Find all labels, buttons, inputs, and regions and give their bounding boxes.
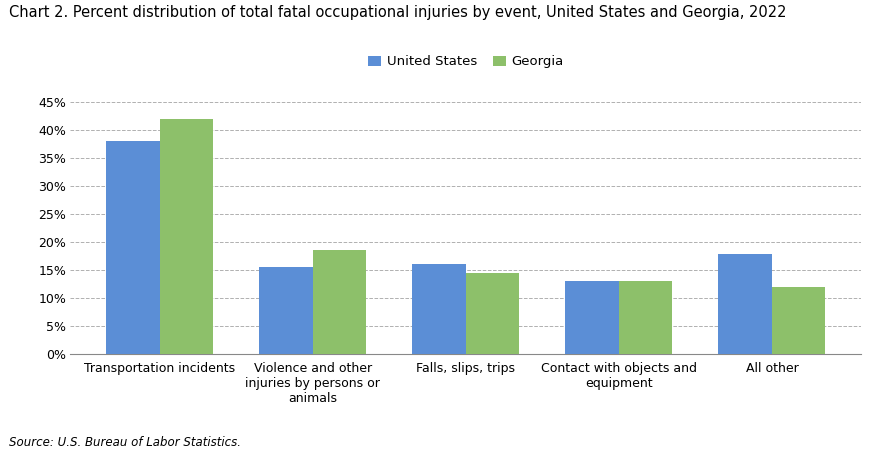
Legend: United States, Georgia: United States, Georgia bbox=[363, 50, 568, 74]
Bar bbox=[412, 265, 465, 354]
Bar bbox=[313, 251, 366, 354]
Text: Chart 2. Percent distribution of total fatal occupational injuries by event, Uni: Chart 2. Percent distribution of total f… bbox=[9, 5, 786, 20]
Text: Source: U.S. Bureau of Labor Statistics.: Source: U.S. Bureau of Labor Statistics. bbox=[9, 436, 241, 449]
Bar bbox=[465, 273, 519, 354]
Bar bbox=[160, 119, 213, 354]
Bar bbox=[259, 267, 313, 354]
Bar bbox=[618, 281, 672, 354]
Bar bbox=[771, 287, 824, 354]
Bar bbox=[717, 254, 771, 354]
Bar bbox=[106, 141, 160, 354]
Bar bbox=[565, 281, 618, 354]
